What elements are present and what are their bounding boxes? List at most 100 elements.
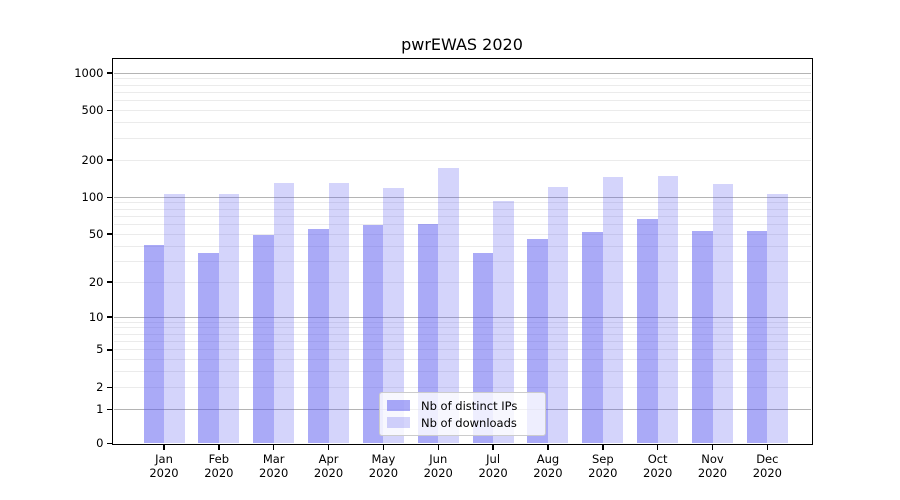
- legend-swatch-distinct-ips: [387, 400, 410, 411]
- gridline-minor: [113, 349, 811, 351]
- x-tick: [163, 445, 165, 450]
- y-tick: [107, 159, 112, 161]
- y-tick-label: 100: [81, 189, 104, 204]
- x-tick-label: Aug 2020: [533, 452, 563, 480]
- legend-swatch-downloads: [387, 417, 410, 428]
- x-tick-label: Jun 2020: [423, 452, 453, 480]
- x-tick-label: Mar 2020: [259, 452, 289, 480]
- gridline-minor: [113, 260, 811, 262]
- y-tick-label: 200: [81, 152, 104, 167]
- gridline-minor: [113, 92, 811, 93]
- gridline-minor: [113, 281, 811, 283]
- y-tick-label: 50: [88, 226, 104, 241]
- y-tick-label: 20: [88, 274, 104, 289]
- gridline-minor: [113, 100, 811, 102]
- x-tick-label: Oct 2020: [643, 452, 673, 480]
- x-tick: [327, 445, 330, 450]
- x-tick-label: Dec 2020: [752, 452, 782, 480]
- gridline-minor: [113, 202, 811, 204]
- y-tick-label: 0: [96, 436, 104, 450]
- bar-nb-of-distinct-ips-dec-2020: [746, 231, 768, 444]
- bar-nb-of-downloads-apr-2020: [328, 183, 350, 444]
- x-tick: [656, 445, 659, 450]
- x-tick-label: Sep 2020: [588, 452, 618, 480]
- gridline-minor: [113, 208, 811, 210]
- bar-nb-of-downloads-jun-2020: [438, 167, 459, 444]
- y-tick-label: 1: [96, 401, 104, 416]
- bar-nb-of-distinct-ips-jan-2020: [143, 244, 164, 444]
- y-tick-label: 1000: [74, 65, 104, 80]
- legend-item-downloads: Nb of downloads: [387, 416, 545, 430]
- bar-nb-of-distinct-ips-oct-2020: [637, 219, 658, 444]
- x-tick-label: May 2020: [368, 452, 399, 480]
- gridline-minor: [113, 215, 811, 217]
- bar-nb-of-distinct-ips-sep-2020: [582, 232, 603, 444]
- x-tick: [272, 445, 275, 450]
- bar-nb-of-downloads-aug-2020: [547, 186, 569, 444]
- bar-nb-of-downloads-may-2020: [383, 187, 404, 444]
- y-tick-label: 500: [81, 103, 104, 118]
- x-tick: [711, 445, 714, 450]
- gridline-minor: [113, 110, 811, 112]
- bar-nb-of-distinct-ips-mar-2020: [253, 235, 274, 444]
- bar-nb-of-downloads-nov-2020: [712, 184, 733, 444]
- gridline-minor: [113, 78, 811, 80]
- bar-nb-of-downloads-jul-2020: [493, 200, 514, 444]
- bar-nb-of-distinct-ips-nov-2020: [692, 231, 713, 444]
- y-tick: [107, 386, 112, 389]
- y-tick: [107, 233, 112, 235]
- bar-nb-of-distinct-ips-may-2020: [362, 225, 384, 444]
- gridline-minor: [113, 333, 811, 335]
- bar-nb-of-distinct-ips-feb-2020: [198, 253, 219, 444]
- x-tick: [766, 445, 769, 450]
- gridline-major: [113, 316, 811, 318]
- gridline-major: [113, 196, 811, 198]
- y-tick-label: 5: [96, 342, 104, 357]
- y-tick-label: 10: [88, 309, 104, 324]
- x-tick: [382, 445, 385, 450]
- gridline-minor: [113, 224, 811, 226]
- bar-nb-of-distinct-ips-jun-2020: [417, 223, 439, 444]
- y-tick: [107, 72, 112, 74]
- gridline-minor: [113, 137, 811, 139]
- gridline-minor: [113, 233, 811, 235]
- gridline-minor: [113, 341, 811, 343]
- y-tick: [107, 408, 112, 411]
- y-tick-label: 2: [96, 379, 104, 394]
- x-tick-label: Apr 2020: [313, 452, 344, 480]
- bar-nb-of-downloads-sep-2020: [602, 176, 624, 444]
- bar-nb-of-downloads-oct-2020: [657, 175, 679, 444]
- plot-frame: [112, 58, 813, 445]
- gridline-major: [113, 72, 811, 74]
- gridline-minor: [113, 359, 811, 361]
- x-tick: [492, 445, 494, 450]
- gridline-minor: [113, 321, 811, 323]
- gridline-minor: [113, 245, 811, 247]
- x-tick: [602, 445, 604, 450]
- bar-nb-of-downloads-mar-2020: [273, 182, 295, 444]
- legend: Nb of distinct IPs Nb of downloads: [379, 392, 546, 436]
- legend-item-distinct-ips: Nb of distinct IPs: [387, 399, 545, 413]
- y-tick: [107, 196, 112, 198]
- bar-nb-of-downloads-jan-2020: [164, 193, 185, 444]
- gridline-minor: [113, 327, 811, 329]
- x-tick-label: Nov 2020: [697, 452, 728, 480]
- y-tick: [107, 349, 112, 351]
- x-tick-label: Feb 2020: [204, 452, 234, 480]
- legend-label-distinct-ips: Nb of distinct IPs: [421, 398, 518, 413]
- y-tick: [107, 281, 112, 283]
- x-tick: [547, 445, 549, 450]
- gridline-minor: [113, 371, 811, 373]
- y-tick: [107, 442, 112, 445]
- x-tick: [437, 445, 439, 450]
- bar-nb-of-downloads-dec-2020: [767, 194, 788, 444]
- legend-label-downloads: Nb of downloads: [421, 415, 517, 430]
- gridline-minor: [113, 159, 811, 161]
- x-tick-label: Jul 2020: [478, 452, 508, 480]
- y-tick: [107, 109, 112, 112]
- x-tick: [218, 445, 220, 450]
- gridline-minor: [113, 386, 811, 388]
- gridline-minor: [113, 84, 811, 86]
- y-tick: [107, 316, 112, 318]
